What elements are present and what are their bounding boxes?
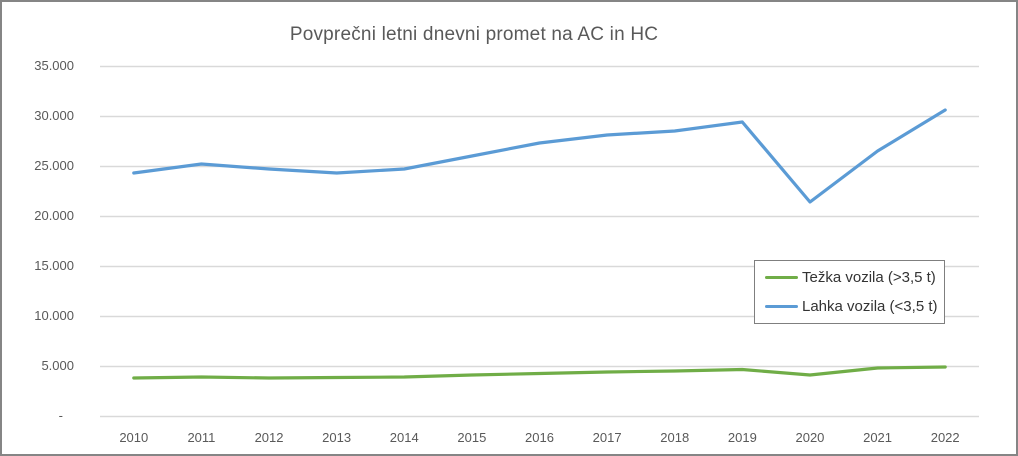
- x-tick-label: 2017: [592, 430, 622, 445]
- legend-item-lahka-vozila: Lahka vozila (<3,5 t): [765, 292, 938, 321]
- legend-item-tezka-vozila: Težka vozila (>3,5 t): [765, 263, 938, 292]
- x-tick-label: 2011: [187, 430, 216, 445]
- legend-label: Težka vozila (>3,5 t): [802, 269, 936, 286]
- y-tick-label: 10.000: [34, 308, 74, 323]
- x-tick-label: 2013: [322, 430, 352, 445]
- x-tick-label: 2019: [727, 430, 757, 445]
- y-tick-label: 15.000: [34, 258, 74, 273]
- y-tick-label: 20.000: [34, 208, 74, 223]
- y-tick-label: 35.000: [34, 58, 74, 73]
- x-tick-label: 2021: [863, 430, 893, 445]
- x-tick-label: 2020: [795, 430, 825, 445]
- chart-title: Povprečni letni dnevni promet na AC in H…: [289, 24, 659, 45]
- y-tick-label: 5.000: [41, 358, 74, 373]
- y-tick-label: -: [58, 408, 63, 423]
- x-tick-label: 2022: [930, 430, 960, 445]
- series-color-swatch: [765, 305, 798, 308]
- x-tick-label: 2015: [457, 430, 487, 445]
- y-tick-label: 30.000: [34, 108, 74, 123]
- x-tick-label: 2010: [119, 430, 149, 445]
- series-line-1: [132, 108, 947, 204]
- x-tick-label: 2016: [525, 430, 554, 445]
- y-tick-label: 25.000: [34, 158, 74, 173]
- legend: Težka vozila (>3,5 t) Lahka vozila (<3,5…: [754, 260, 945, 324]
- x-tick-label: 2018: [660, 430, 690, 445]
- series-color-swatch: [765, 276, 798, 279]
- x-tick-label: 2012: [254, 430, 284, 445]
- legend-label: Lahka vozila (<3,5 t): [802, 298, 938, 315]
- x-tick-label: 2014: [389, 430, 419, 445]
- series-line-0: [132, 365, 947, 380]
